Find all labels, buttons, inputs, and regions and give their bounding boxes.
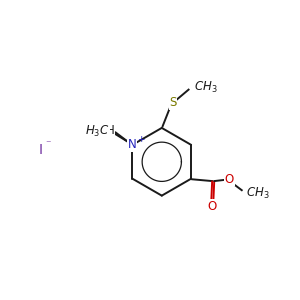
Text: +: + bbox=[137, 135, 144, 144]
Text: $CH_3$: $CH_3$ bbox=[247, 186, 270, 201]
Text: S: S bbox=[169, 96, 177, 110]
Text: H: H bbox=[96, 124, 105, 137]
Text: $H_3C$: $H_3C$ bbox=[85, 124, 110, 139]
Text: I: I bbox=[39, 143, 43, 157]
Text: 3: 3 bbox=[107, 128, 113, 137]
Text: $CH_3$: $CH_3$ bbox=[194, 80, 218, 95]
Text: ⁻: ⁻ bbox=[46, 140, 51, 150]
Text: O: O bbox=[225, 173, 234, 186]
Text: O: O bbox=[208, 200, 217, 213]
Text: N: N bbox=[128, 138, 137, 151]
Text: H: H bbox=[106, 124, 115, 137]
